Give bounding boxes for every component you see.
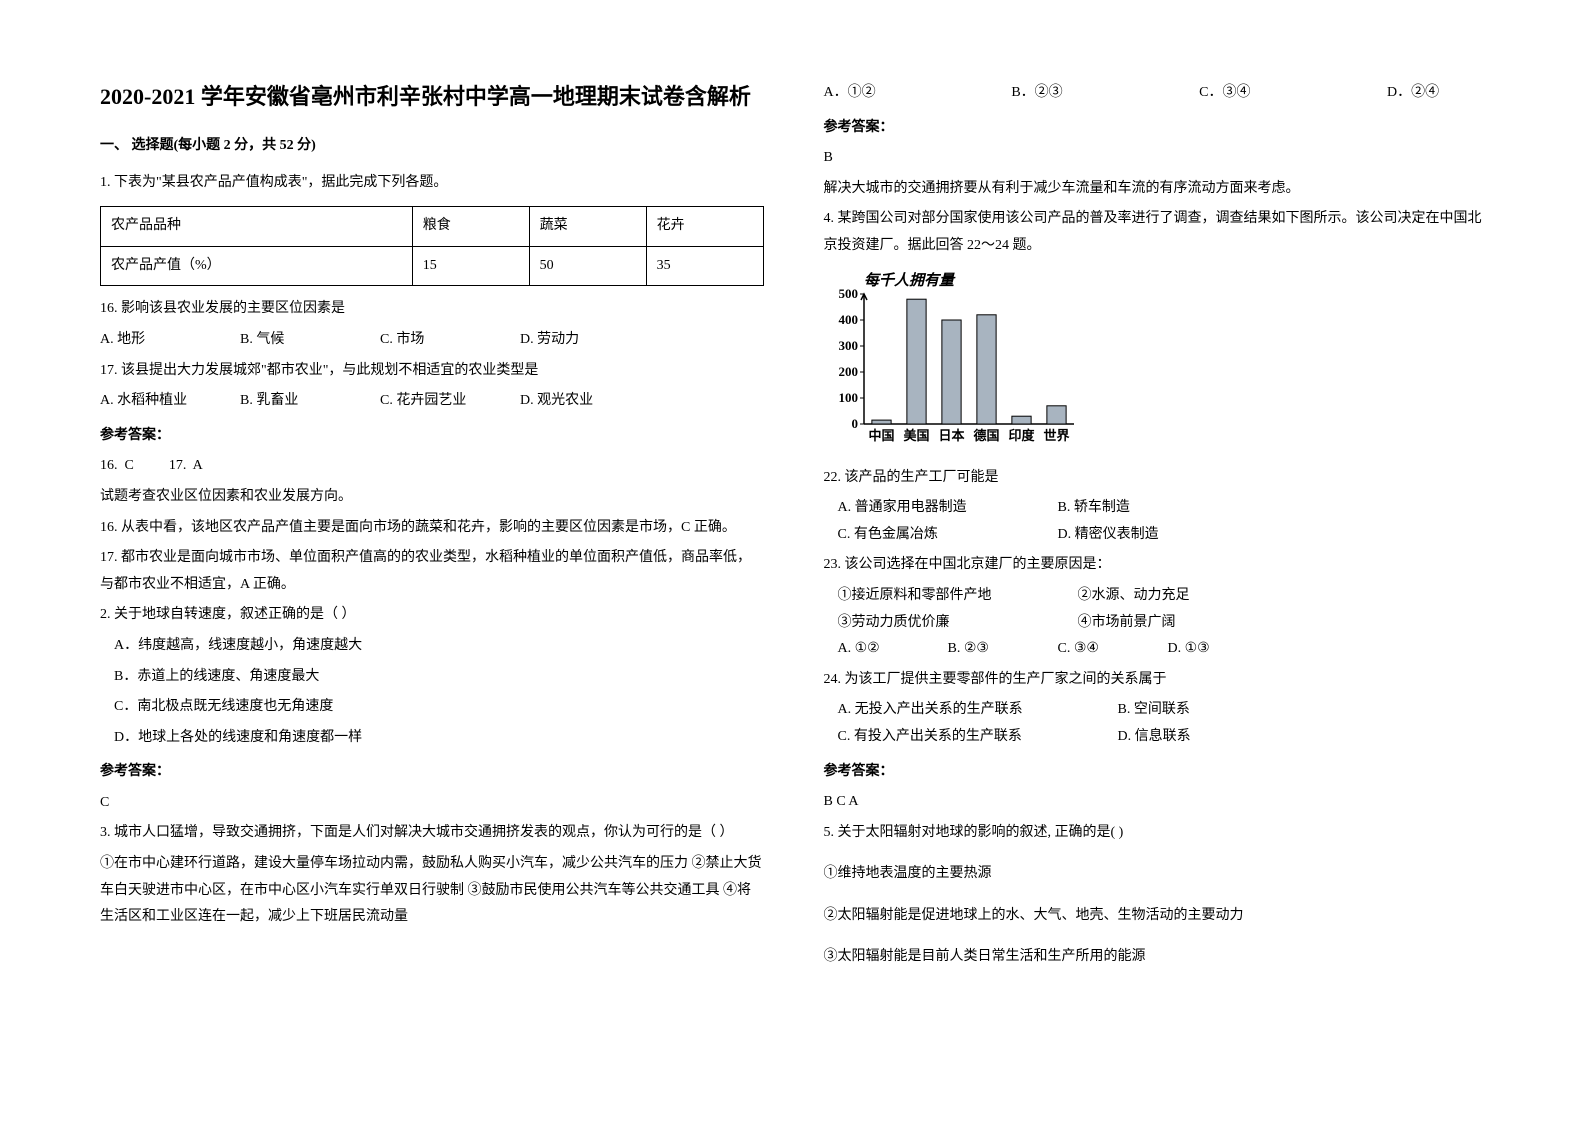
option: D. 信息联系 bbox=[1118, 724, 1218, 751]
option: B．②③ bbox=[1011, 80, 1111, 107]
svg-text:美国: 美国 bbox=[903, 428, 929, 443]
table-header: 蔬菜 bbox=[529, 207, 646, 247]
table-header: 粮食 bbox=[412, 207, 529, 247]
q22-stem: 22. 该产品的生产工厂可能是 bbox=[824, 465, 1488, 492]
q1-intro: 1. 下表为"某县农产品产值构成表"，据此完成下列各题。 bbox=[100, 170, 764, 197]
q1-sub17: 17. 该县提出大力发展城郊"都市农业"，与此规划不相适宜的农业类型是 bbox=[100, 358, 764, 385]
q3-options: A．①② B．②③ C．③④ D．②④ bbox=[824, 80, 1488, 107]
q24-options-row1: A. 无投入产出关系的生产联系 B. 空间联系 bbox=[824, 697, 1488, 724]
q3-explain: 解决大城市的交通拥挤要从有利于减少车流量和车流的有序流动方面来考虑。 bbox=[824, 176, 1488, 203]
option: D. 观光农业 bbox=[520, 388, 620, 415]
q1-sub16: 16. 影响该县农业发展的主要区位因素是 bbox=[100, 296, 764, 323]
q24-stem: 24. 为该工厂提供主要零部件的生产厂家之间的关系属于 bbox=[824, 667, 1488, 694]
q23-items-row1: ①接近原料和零部件产地 ②水源、动力充足 bbox=[824, 583, 1488, 610]
option: D．②④ bbox=[1387, 80, 1487, 107]
q1-explain: 试题考查农业区位因素和农业发展方向。 bbox=[100, 484, 764, 511]
q5-stem: 5. 关于太阳辐射对地球的影响的叙述, 正确的是( ) bbox=[824, 820, 1488, 847]
q3-stem: 3. 城市人口猛增，导致交通拥挤，下面是人们对解决大城市交通拥挤发表的观点，你认… bbox=[100, 820, 764, 847]
left-column: 2020-2021 学年安徽省亳州市利辛张村中学高一地理期末试卷含解析 一、 选… bbox=[100, 80, 764, 975]
svg-text:印度: 印度 bbox=[1008, 428, 1035, 443]
answer-label: 参考答案： bbox=[824, 115, 1488, 142]
exam-title: 2020-2021 学年安徽省亳州市利辛张村中学高一地理期末试卷含解析 bbox=[100, 80, 764, 113]
option: A. ①② bbox=[838, 636, 908, 663]
option: A．①② bbox=[824, 80, 924, 107]
svg-text:每千人拥有量: 每千人拥有量 bbox=[864, 271, 956, 289]
option: B. ②③ bbox=[948, 636, 1018, 663]
option: D. ①③ bbox=[1168, 636, 1238, 663]
svg-text:世界: 世界 bbox=[1043, 428, 1069, 443]
q1-table: 农产品品种 粮食 蔬菜 花卉 农产品产值（%） 15 50 35 bbox=[100, 206, 764, 286]
q4-chart: 每千人拥有量 0 100 200 300 400 500 中国美国日本德国印度世界 bbox=[824, 270, 1488, 450]
svg-text:日本: 日本 bbox=[938, 428, 964, 443]
answer-label: 参考答案： bbox=[824, 759, 1488, 786]
option: C．南北极点既无线速度也无角速度 bbox=[100, 694, 764, 721]
q5-item: ②太阳辐射能是促进地球上的水、大气、地壳、生物活动的主要动力 bbox=[824, 903, 1488, 930]
item: ②水源、动力充足 bbox=[1078, 583, 1190, 610]
bar-chart-svg: 每千人拥有量 0 100 200 300 400 500 中国美国日本德国印度世界 bbox=[824, 270, 1084, 450]
svg-text:0: 0 bbox=[851, 416, 858, 431]
option: B. 轿车制造 bbox=[1058, 495, 1158, 522]
section-1-title: 一、 选择题(每小题 2 分，共 52 分) bbox=[100, 133, 764, 160]
option: C. 花卉园艺业 bbox=[380, 388, 480, 415]
option: D．地球上各处的线速度和角速度都一样 bbox=[100, 725, 764, 752]
q4-intro: 4. 某跨国公司对部分国家使用该公司产品的普及率进行了调查，调查结果如下图所示。… bbox=[824, 206, 1488, 259]
q23-stem: 23. 该公司选择在中国北京建厂的主要原因是： bbox=[824, 552, 1488, 579]
q23-options: A. ①② B. ②③ C. ③④ D. ①③ bbox=[824, 636, 1488, 663]
svg-text:200: 200 bbox=[838, 364, 858, 379]
q1-sub17-options: A. 水稻种植业 B. 乳畜业 C. 花卉园艺业 D. 观光农业 bbox=[100, 388, 764, 415]
option: A．纬度越高，线速度越小，角速度越大 bbox=[100, 633, 764, 660]
option: C. ③④ bbox=[1058, 636, 1128, 663]
svg-text:300: 300 bbox=[838, 338, 858, 353]
option: D. 劳动力 bbox=[520, 327, 620, 354]
option: B. 乳畜业 bbox=[240, 388, 340, 415]
item: ①接近原料和零部件产地 bbox=[838, 583, 1038, 610]
svg-text:100: 100 bbox=[838, 390, 858, 405]
table-cell: 15 bbox=[412, 246, 529, 286]
table-header: 花卉 bbox=[646, 207, 763, 247]
option: C. 市场 bbox=[380, 327, 480, 354]
svg-text:德国: 德国 bbox=[973, 428, 999, 443]
right-column: A．①② B．②③ C．③④ D．②④ 参考答案： B 解决大城市的交通拥挤要从… bbox=[824, 80, 1488, 975]
option: A. 地形 bbox=[100, 327, 200, 354]
q4-answer: B C A bbox=[824, 789, 1488, 816]
item: ④市场前景广阔 bbox=[1078, 610, 1178, 637]
option: C．③④ bbox=[1199, 80, 1299, 107]
option: B. 气候 bbox=[240, 327, 340, 354]
svg-text:500: 500 bbox=[838, 286, 858, 301]
option: A. 水稻种植业 bbox=[100, 388, 200, 415]
option: B. 空间联系 bbox=[1118, 697, 1218, 724]
q1-explain: 16. 从表中看，该地区农产品产值主要是面向市场的蔬菜和花卉，影响的主要区位因素… bbox=[100, 515, 764, 542]
q5-item: ①维持地表温度的主要热源 bbox=[824, 861, 1488, 888]
q1-answers: 16. C 17. A bbox=[100, 453, 764, 480]
answer-label: 参考答案： bbox=[100, 759, 764, 786]
option: C. 有投入产出关系的生产联系 bbox=[838, 724, 1078, 751]
q3-answer: B bbox=[824, 145, 1488, 172]
q3-body: ①在市中心建环行道路，建设大量停车场拉动内需，鼓励私人购买小汽车，减少公共汽车的… bbox=[100, 851, 764, 931]
option: B．赤道上的线速度、角速度最大 bbox=[100, 664, 764, 691]
q24-options-row2: C. 有投入产出关系的生产联系 D. 信息联系 bbox=[824, 724, 1488, 751]
q22-options-row1: A. 普通家用电器制造 B. 轿车制造 bbox=[824, 495, 1488, 522]
svg-text:400: 400 bbox=[838, 312, 858, 327]
answer-label: 参考答案： bbox=[100, 423, 764, 450]
option: D. 精密仪表制造 bbox=[1058, 522, 1159, 549]
table-row-label: 农产品产值（%） bbox=[101, 246, 413, 286]
option: A. 无投入产出关系的生产联系 bbox=[838, 697, 1078, 724]
option: A. 普通家用电器制造 bbox=[838, 495, 1018, 522]
option: C. 有色金属冶炼 bbox=[838, 522, 1018, 549]
q1-explain: 17. 都市农业是面向城市市场、单位面积产值高的的农业类型，水稻种植业的单位面积… bbox=[100, 545, 764, 598]
q2-stem: 2. 关于地球自转速度，叙述正确的是（ ） bbox=[100, 602, 764, 629]
item: ③劳动力质优价廉 bbox=[838, 610, 1038, 637]
q2-answer: C bbox=[100, 790, 764, 817]
table-cell: 50 bbox=[529, 246, 646, 286]
q5-item: ③太阳辐射能是目前人类日常生活和生产所用的能源 bbox=[824, 944, 1488, 971]
q23-items-row2: ③劳动力质优价廉 ④市场前景广阔 bbox=[824, 610, 1488, 637]
svg-text:中国: 中国 bbox=[868, 428, 894, 443]
table-cell: 35 bbox=[646, 246, 763, 286]
q1-sub16-options: A. 地形 B. 气候 C. 市场 D. 劳动力 bbox=[100, 327, 764, 354]
table-header: 农产品品种 bbox=[101, 207, 413, 247]
q22-options-row2: C. 有色金属冶炼 D. 精密仪表制造 bbox=[824, 522, 1488, 549]
